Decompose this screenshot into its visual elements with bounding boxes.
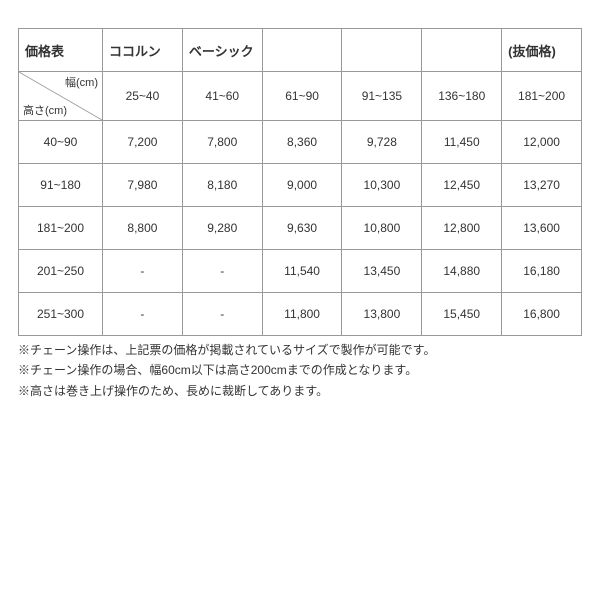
title-row: 価格表 ココルン ベーシック (抜価格) [19,29,582,72]
cell: 8,800 [103,207,183,250]
blank-header [262,29,342,72]
cell: 8,180 [182,164,262,207]
tax-label: (抜価格) [502,29,582,72]
col-header: 91~135 [342,72,422,121]
cell: 8,360 [262,121,342,164]
col-header: 181~200 [502,72,582,121]
col-header: 61~90 [262,72,342,121]
cell: 9,000 [262,164,342,207]
blank-header [342,29,422,72]
cell: 14,880 [422,250,502,293]
cell: 7,980 [103,164,183,207]
cell: 13,800 [342,293,422,336]
table-row: 40~90 7,200 7,800 8,360 9,728 11,450 12,… [19,121,582,164]
width-header-row: 幅(cm) 高さ(cm) 25~40 41~60 61~90 91~135 13… [19,72,582,121]
cell: - [103,293,183,336]
row-header: 181~200 [19,207,103,250]
cell: 12,450 [422,164,502,207]
cell: 12,000 [502,121,582,164]
col-header: 41~60 [182,72,262,121]
cell: 12,800 [422,207,502,250]
cell: - [103,250,183,293]
table-row: 201~250 - - 11,540 13,450 14,880 16,180 [19,250,582,293]
col-header: 25~40 [103,72,183,121]
product-name-2: ベーシック [182,29,262,72]
blank-header [422,29,502,72]
cell: - [182,250,262,293]
cell: 15,450 [422,293,502,336]
cell: 13,600 [502,207,582,250]
height-axis-label: 高さ(cm) [23,102,67,118]
cell: 7,200 [103,121,183,164]
table-title: 価格表 [19,29,103,72]
cell: 9,728 [342,121,422,164]
notes-block: ※チェーン操作は、上記票の価格が掲載されているサイズで製作が可能です。 ※チェー… [18,340,582,401]
cell: 11,800 [262,293,342,336]
row-header: 91~180 [19,164,103,207]
table-row: 251~300 - - 11,800 13,800 15,450 16,800 [19,293,582,336]
table-row: 91~180 7,980 8,180 9,000 10,300 12,450 1… [19,164,582,207]
cell: 10,800 [342,207,422,250]
cell: 13,450 [342,250,422,293]
cell: 9,630 [262,207,342,250]
diagonal-header: 幅(cm) 高さ(cm) [19,72,103,121]
cell: 9,280 [182,207,262,250]
col-header: 136~180 [422,72,502,121]
width-axis-label: 幅(cm) [65,74,98,90]
note-line: ※チェーン操作の場合、幅60cm以下は高さ200cmまでの作成となります。 [18,360,582,380]
row-header: 251~300 [19,293,103,336]
price-table: 価格表 ココルン ベーシック (抜価格) 幅(cm) 高さ(cm) 25~40 … [18,28,582,336]
table-row: 181~200 8,800 9,280 9,630 10,800 12,800 … [19,207,582,250]
note-line: ※高さは巻き上げ操作のため、長めに裁断してあります。 [18,381,582,401]
cell: 10,300 [342,164,422,207]
cell: 16,180 [502,250,582,293]
cell: - [182,293,262,336]
row-header: 40~90 [19,121,103,164]
cell: 16,800 [502,293,582,336]
cell: 13,270 [502,164,582,207]
cell: 11,450 [422,121,502,164]
cell: 11,540 [262,250,342,293]
product-name-1: ココルン [103,29,183,72]
row-header: 201~250 [19,250,103,293]
cell: 7,800 [182,121,262,164]
note-line: ※チェーン操作は、上記票の価格が掲載されているサイズで製作が可能です。 [18,340,582,360]
